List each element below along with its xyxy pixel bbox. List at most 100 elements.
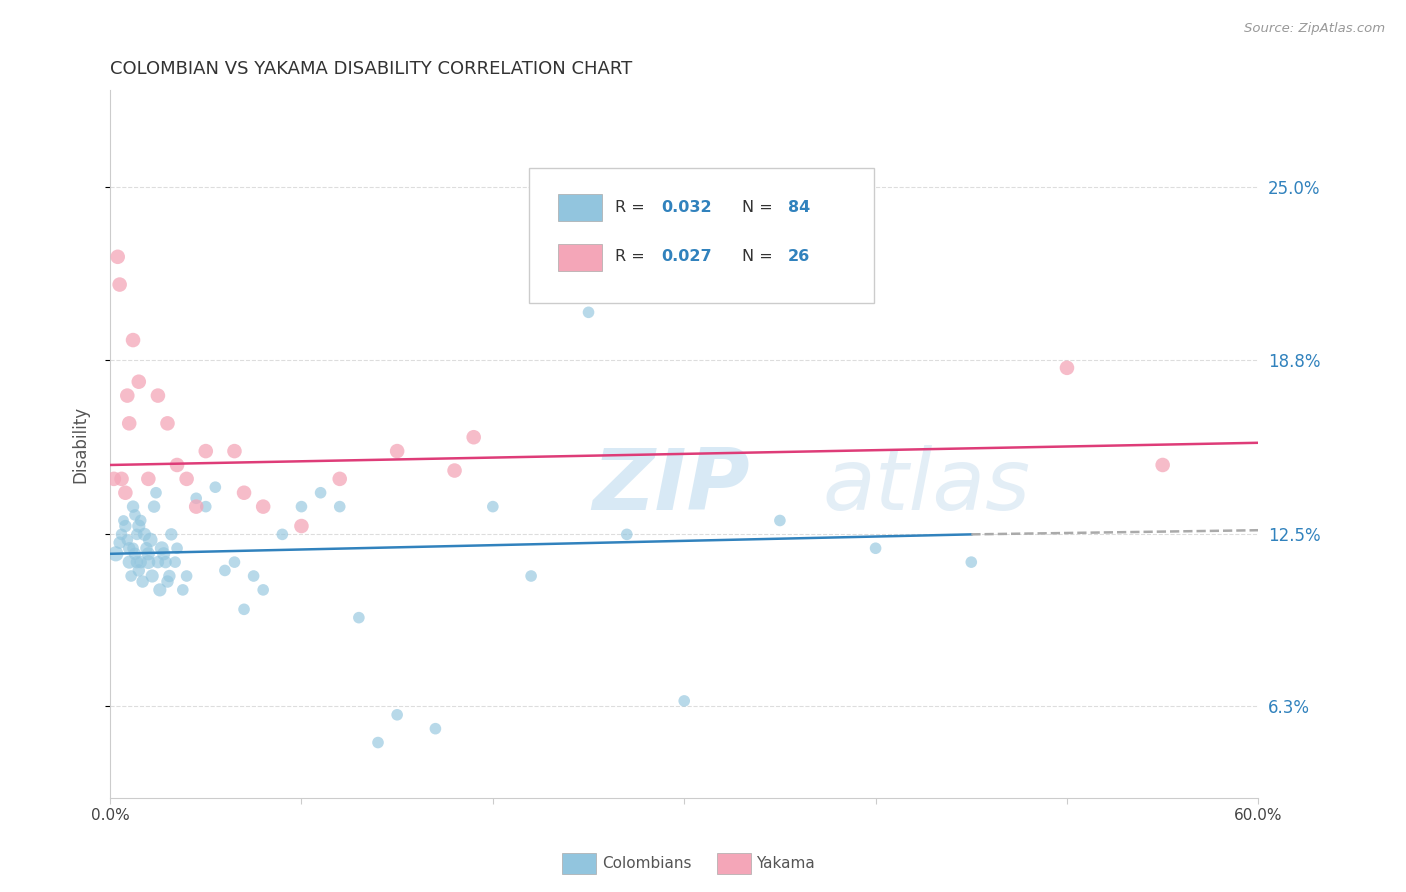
Point	[122, 500, 145, 514]
Point	[252, 500, 274, 514]
Text: 0.032: 0.032	[661, 200, 711, 215]
Point	[769, 514, 792, 528]
Point	[309, 485, 332, 500]
Point	[224, 444, 246, 458]
Point	[156, 417, 179, 431]
Point	[138, 472, 160, 486]
Point	[172, 582, 194, 597]
Point	[385, 707, 408, 722]
Point	[385, 444, 408, 458]
Point	[128, 375, 150, 389]
Text: atlas: atlas	[823, 445, 1031, 528]
Point	[104, 547, 127, 561]
Point	[1056, 360, 1078, 375]
Point	[131, 574, 153, 589]
Point	[865, 541, 887, 556]
Point	[114, 485, 136, 500]
Point	[149, 582, 172, 597]
Text: Source: ZipAtlas.com: Source: ZipAtlas.com	[1244, 22, 1385, 36]
Point	[329, 472, 352, 486]
Point	[143, 500, 166, 514]
Text: 26: 26	[787, 249, 810, 264]
Point	[110, 472, 132, 486]
Point	[156, 574, 179, 589]
Point	[290, 500, 312, 514]
Point	[146, 388, 169, 402]
Text: R =: R =	[616, 200, 650, 215]
Point	[141, 569, 163, 583]
Point	[367, 735, 389, 749]
Point	[242, 569, 264, 583]
Point	[146, 555, 169, 569]
Point	[271, 527, 294, 541]
Point	[128, 564, 150, 578]
Point	[252, 582, 274, 597]
Text: ZIP: ZIP	[592, 445, 749, 528]
Point	[122, 541, 145, 556]
Point	[107, 250, 129, 264]
Point	[673, 694, 696, 708]
Point	[145, 485, 167, 500]
FancyBboxPatch shape	[558, 244, 602, 271]
Point	[186, 491, 208, 506]
Point	[160, 527, 183, 541]
Point	[117, 533, 139, 547]
Point	[233, 485, 256, 500]
Point	[103, 472, 125, 486]
Point	[150, 541, 173, 556]
Point	[443, 464, 465, 478]
Point	[110, 527, 132, 541]
Point	[124, 547, 146, 561]
Text: N =: N =	[741, 249, 778, 264]
Point	[578, 305, 600, 319]
Point	[134, 527, 156, 541]
Text: 84: 84	[787, 200, 810, 215]
Point	[135, 541, 157, 556]
Point	[117, 388, 139, 402]
Point	[112, 514, 135, 528]
Point	[138, 555, 160, 569]
Point	[520, 569, 543, 583]
FancyBboxPatch shape	[558, 194, 602, 221]
Point	[425, 722, 447, 736]
Point	[176, 569, 198, 583]
Text: Yakama: Yakama	[756, 856, 815, 871]
Point	[129, 514, 152, 528]
Point	[214, 564, 236, 578]
Point	[114, 519, 136, 533]
Point	[129, 555, 152, 569]
Point	[1152, 458, 1174, 472]
Y-axis label: Disability: Disability	[72, 406, 89, 483]
Point	[204, 480, 226, 494]
Point	[463, 430, 485, 444]
Point	[347, 610, 370, 624]
Text: Colombians: Colombians	[602, 856, 692, 871]
Point	[290, 519, 312, 533]
Point	[138, 547, 160, 561]
Text: R =: R =	[616, 249, 650, 264]
Point	[108, 535, 131, 549]
Point	[194, 444, 217, 458]
Text: N =: N =	[741, 200, 778, 215]
Text: 0.027: 0.027	[661, 249, 711, 264]
Point	[186, 500, 208, 514]
Point	[118, 541, 141, 556]
Point	[152, 547, 174, 561]
Point	[122, 333, 145, 347]
Point	[125, 555, 148, 569]
Point	[118, 555, 141, 569]
Point	[194, 500, 217, 514]
Point	[157, 569, 180, 583]
FancyBboxPatch shape	[529, 168, 873, 302]
Point	[482, 500, 505, 514]
Point	[329, 500, 352, 514]
Point	[125, 527, 148, 541]
Text: COLOMBIAN VS YAKAMA DISABILITY CORRELATION CHART: COLOMBIAN VS YAKAMA DISABILITY CORRELATI…	[110, 60, 633, 78]
Point	[224, 555, 246, 569]
Point	[165, 555, 187, 569]
Point	[118, 417, 141, 431]
Point	[155, 555, 177, 569]
Point	[960, 555, 983, 569]
Point	[176, 472, 198, 486]
Point	[139, 533, 162, 547]
